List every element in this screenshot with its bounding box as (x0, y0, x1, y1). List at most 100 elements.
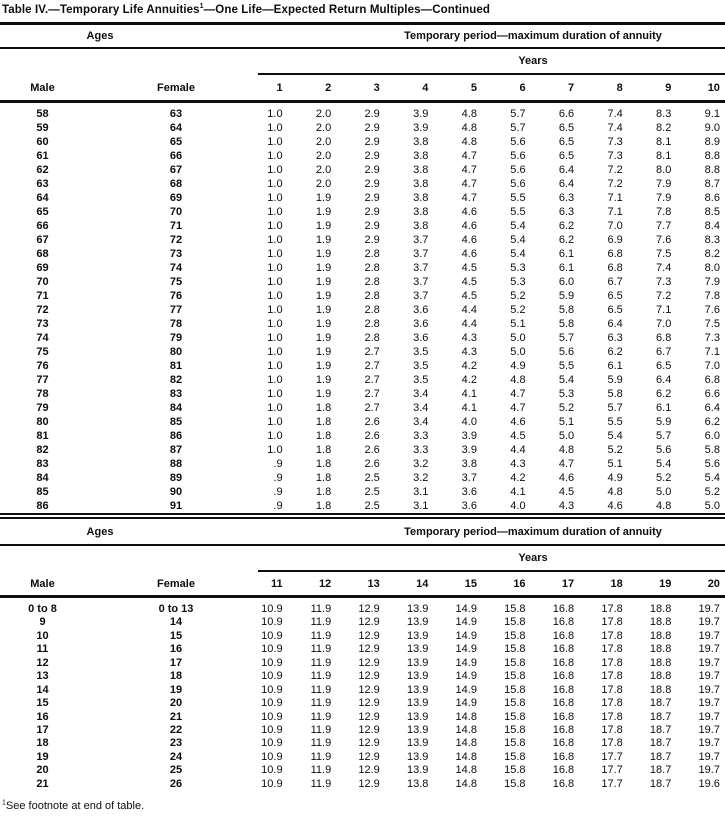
multiple-value-cell: 3.5 (413, 374, 429, 386)
multiple-value-cell: 5.3 (510, 276, 526, 288)
multiple-value-cell: 1.9 (315, 206, 332, 218)
multiple-value-cell: 4.8 (656, 500, 672, 512)
multiple-value-cell: 15.8 (504, 764, 526, 777)
male-age-cell: 10 (36, 629, 49, 642)
year-column-header: 7 (568, 81, 575, 94)
multiple-value-cell: 7.9 (656, 192, 672, 204)
multiple-value-cell: 12.9 (358, 764, 380, 777)
multiple-value-cell: 5.8 (704, 444, 720, 456)
multiple-value-cell: 7.7 (656, 220, 672, 232)
year-column-header: 13 (367, 577, 380, 590)
multiple-value-cell: 5.6 (510, 164, 526, 176)
multiple-value-cell: 11.9 (310, 777, 332, 790)
multiple-value-cell: 2.9 (364, 122, 380, 134)
year-column-header: 16 (513, 577, 526, 590)
table-row: 63 68 1.0 2.0 2.9 3.8 4.7 5.6 6.4 7.2 7.9 8.7 (0, 177, 725, 191)
multiple-value-cell: 3.4 (413, 416, 429, 428)
multiple-value-cell: 1.0 (267, 346, 283, 358)
multiple-value-cell: 5.5 (558, 360, 575, 372)
multiple-value-cell: 6.0 (558, 276, 575, 288)
multiple-value-cell: 3.8 (413, 178, 429, 190)
table-section-years-11-20: Ages Temporary period—maximum duration o… (0, 519, 725, 791)
multiple-value-cell: 4.6 (461, 206, 477, 218)
multiple-value-cell: 7.3 (607, 136, 623, 148)
multiple-value-cell: 6.5 (607, 304, 623, 316)
multiple-value-cell: 3.1 (413, 486, 429, 498)
multiple-value-cell: 12.9 (358, 750, 380, 763)
multiple-value-cell: 12.9 (358, 737, 380, 750)
multiple-value-cell: 7.6 (704, 304, 720, 316)
multiple-value-cell: 8.9 (704, 136, 720, 148)
multiple-value-cell: 14.8 (455, 710, 477, 723)
female-age-cell: 87 (169, 444, 183, 456)
multiple-value-cell: 3.5 (413, 360, 429, 372)
multiple-value-cell: 3.7 (413, 234, 429, 246)
female-age-cell: 0 to 13 (158, 603, 194, 615)
male-age-cell: 62 (36, 164, 49, 176)
multiple-value-cell: 4.7 (461, 150, 477, 162)
multiple-value-cell: 7.1 (607, 192, 623, 204)
male-age-cell: 19 (36, 750, 49, 763)
year-column-header: 9 (665, 81, 672, 94)
multiple-value-cell: 5.6 (510, 136, 526, 148)
multiple-value-cell: 2.5 (364, 486, 380, 498)
year-column-header: 20 (707, 577, 720, 590)
multiple-value-cell: 10.9 (261, 710, 283, 723)
multiple-value-cell: 12.9 (358, 683, 380, 696)
male-age-cell: 67 (36, 234, 49, 246)
multiple-value-cell: 1.8 (315, 486, 332, 498)
multiple-value-cell: 10.9 (261, 656, 283, 669)
multiple-value-cell: 5.6 (704, 458, 720, 470)
table-row: 15 20 10.9 11.9 12.9 13.9 14.9 15.8 16.8 17.8 18.7… (0, 697, 725, 710)
female-age-cell: 78 (169, 318, 183, 330)
multiple-value-cell: 3.8 (461, 458, 477, 470)
multiple-value-cell: 12.9 (358, 643, 380, 656)
multiple-value-cell: 17.8 (601, 670, 623, 683)
multiple-value-cell: 11.9 (310, 656, 332, 669)
period-group-header: Temporary period—maximum duration of ann… (404, 525, 662, 538)
female-age-cell: 65 (169, 136, 183, 148)
multiple-value-cell: 5.1 (607, 458, 623, 470)
female-age-cell: 68 (169, 178, 183, 190)
multiple-value-cell: 1.9 (315, 220, 332, 232)
multiple-value-cell: 1.9 (315, 304, 332, 316)
multiple-value-cell: 7.1 (704, 346, 720, 358)
table-row: 61 66 1.0 2.0 2.9 3.8 4.7 5.6 6.5 7.3 8.1 8.8 (0, 149, 725, 163)
female-age-cell: 66 (169, 150, 183, 162)
male-age-cell: 59 (36, 122, 49, 134)
multiple-value-cell: 1.9 (315, 290, 332, 302)
multiple-value-cell: 5.4 (510, 220, 526, 232)
multiple-value-cell: 3.3 (413, 444, 429, 456)
table-row: 59 64 1.0 2.0 2.9 3.9 4.8 5.7 6.5 7.4 8.2 9.0 (0, 121, 725, 135)
multiple-value-cell: 14.9 (455, 616, 477, 629)
year-column-header: 5 (470, 81, 477, 94)
female-age-cell: 19 (169, 683, 183, 696)
multiple-value-cell: 8.8 (704, 164, 720, 176)
female-age-cell: 71 (169, 220, 183, 232)
male-age-cell: 14 (36, 683, 49, 696)
multiple-value-cell: 5.7 (607, 402, 623, 414)
years-subheader: Years (518, 55, 548, 67)
male-age-cell: 61 (36, 150, 49, 162)
multiple-value-cell: 8.3 (704, 234, 720, 246)
year-column-header: 14 (416, 577, 429, 590)
multiple-value-cell: 2.0 (315, 108, 332, 120)
multiple-value-cell: 3.7 (413, 248, 429, 260)
multiple-value-cell: 9.1 (704, 108, 720, 120)
multiple-value-cell: 18.7 (649, 737, 672, 750)
multiple-value-cell: 4.7 (558, 458, 575, 470)
table-row: 80 85 1.0 1.8 2.6 3.4 4.0 4.6 5.1 5.5 5.9 6.2 (0, 415, 725, 429)
year-column-header: 15 (464, 577, 477, 590)
multiple-value-cell: 5.2 (510, 304, 526, 316)
multiple-value-cell: 11.9 (310, 737, 332, 750)
year-column-header: 4 (422, 81, 429, 94)
multiple-value-cell: 2.5 (364, 472, 380, 484)
table-row: 81 86 1.0 1.8 2.6 3.3 3.9 4.5 5.0 5.4 5.7 6.0 (0, 429, 725, 443)
multiple-value-cell: 7.9 (656, 178, 672, 190)
multiple-value-cell: 1.0 (267, 416, 283, 428)
multiple-value-cell: 14.9 (455, 656, 477, 669)
footnote-marker-superscript: 1 (199, 3, 204, 11)
multiple-value-cell: 1.9 (315, 192, 332, 204)
multiple-value-cell: 5.8 (558, 318, 575, 330)
male-age-cell: 64 (36, 192, 49, 204)
